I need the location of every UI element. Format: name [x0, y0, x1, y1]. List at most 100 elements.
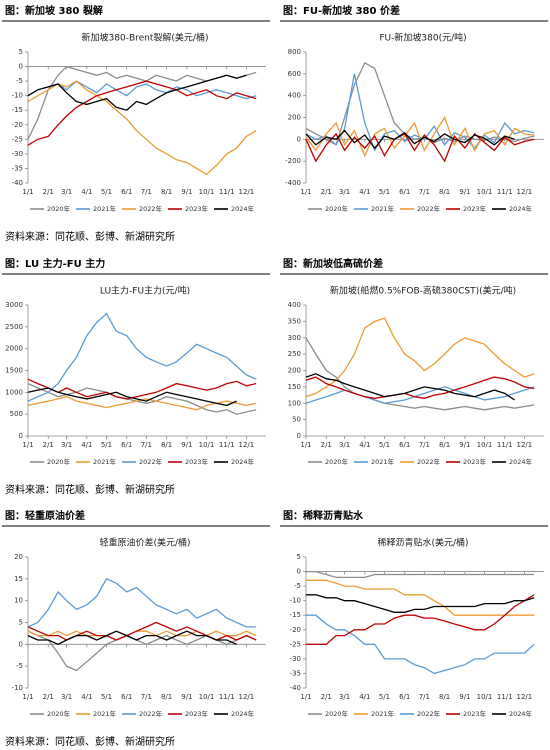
chart-subtitle: LU主力-FU主力(元/吨)	[100, 285, 190, 297]
y-tick-label: -25	[290, 640, 301, 648]
y-tick-label: -20	[12, 121, 23, 129]
y-tick-label: -10	[290, 597, 301, 605]
series-line	[27, 74, 247, 111]
chart-subtitle: 新加坡380-Brent裂解(美元/桶)	[82, 32, 209, 44]
legend-label: 2024年	[509, 709, 533, 718]
y-tick-label: -35	[290, 669, 301, 677]
y-tick-label: 20	[14, 553, 23, 561]
x-tick-label: 12/1	[239, 441, 255, 449]
series-line	[305, 376, 535, 399]
legend-label: 2020年	[47, 457, 71, 466]
legend-label: 2023年	[185, 204, 209, 213]
x-tick-label: 9/1	[181, 441, 192, 449]
series-line	[27, 630, 257, 672]
x-tick-label: 9/1	[459, 693, 470, 701]
legend-label: 2021年	[371, 457, 395, 466]
legend-label: 2021年	[93, 457, 117, 466]
legend-label: 2024年	[509, 204, 533, 213]
y-tick-label: 0	[19, 640, 23, 648]
panel-title: 图：新加坡 380 裂解	[5, 4, 103, 17]
legend-label: 2023年	[463, 457, 487, 466]
x-tick-label: 5/1	[101, 441, 112, 449]
series-line	[27, 383, 257, 415]
legend-label: 2024年	[231, 204, 255, 213]
y-tick-label: 250	[288, 350, 301, 358]
x-tick-label: 6/1	[399, 188, 410, 196]
x-tick-label: 3/1	[339, 441, 350, 449]
legend-label: 2022年	[417, 204, 441, 213]
series-line	[27, 80, 257, 100]
legend-label: 2022年	[139, 709, 163, 718]
series-line	[27, 312, 257, 402]
y-tick-label: 350	[288, 317, 301, 325]
x-tick-label: 4/1	[359, 693, 370, 701]
x-tick-label: 9/1	[181, 693, 192, 701]
series-line	[305, 116, 535, 158]
y-tick-label: -5	[294, 582, 301, 590]
legend-label: 2023年	[463, 204, 487, 213]
y-tick-label: 2500	[5, 323, 23, 331]
x-tick-label: 12/1	[517, 693, 533, 701]
y-tick-label: 0	[19, 63, 23, 71]
legend-label: 2020年	[47, 204, 71, 213]
series-line	[306, 594, 535, 613]
chart-subtitle: FU-新加坡380(元/吨)	[379, 32, 466, 44]
y-tick-label: -25	[12, 135, 23, 143]
y-tick-label: 1000	[5, 388, 23, 396]
y-tick-label: 5	[19, 619, 23, 627]
x-tick-label: 8/1	[161, 188, 172, 196]
x-tick-label: 2/1	[321, 188, 332, 196]
chart-subtitle: 轻重原油价差(美元/桶)	[99, 537, 190, 549]
x-tick-label: 10/1	[477, 693, 493, 701]
series-line	[27, 396, 257, 411]
y-tick-label: 0	[19, 432, 23, 440]
x-tick-label: 11/1	[497, 188, 513, 196]
chart-subtitle: 稀释沥青贴水(美元/桶)	[377, 537, 468, 549]
y-tick-label: -15	[12, 106, 23, 114]
y-tick-label: 15	[14, 575, 23, 583]
legend-label: 2021年	[93, 709, 117, 718]
x-tick-label: 6/1	[399, 693, 410, 701]
legend-label: 2022年	[417, 457, 441, 466]
x-tick-label: 11/1	[219, 441, 235, 449]
y-tick-label: 400	[288, 301, 301, 309]
y-tick-label: 0	[297, 135, 301, 143]
x-tick-label: 10/1	[477, 188, 493, 196]
source-note: 资料来源：同花顺、彭博、新湖研究所	[5, 735, 175, 748]
y-tick-label: 10	[14, 597, 23, 605]
x-tick-label: 12/1	[517, 188, 533, 196]
series-line	[305, 129, 515, 150]
y-tick-label: 0	[297, 568, 301, 576]
series-line	[306, 594, 535, 645]
legend-label: 2020年	[325, 204, 349, 213]
y-tick-label: -400	[285, 179, 301, 187]
series-line	[305, 337, 535, 411]
chart-subtitle: 新加坡(船燃0.5%FOB-高硫380CST)(美元/吨)	[330, 285, 516, 297]
x-tick-label: 9/1	[459, 441, 470, 449]
y-tick-label: 1500	[5, 367, 23, 375]
x-tick-label: 8/1	[439, 693, 450, 701]
y-tick-label: 300	[288, 334, 301, 342]
y-tick-label: 5	[297, 553, 301, 561]
x-tick-label: 5/1	[379, 441, 390, 449]
x-tick-label: 5/1	[379, 188, 390, 196]
series-line	[305, 132, 535, 163]
legend-label: 2020年	[47, 709, 71, 718]
x-tick-label: 6/1	[121, 188, 132, 196]
x-tick-label: 1/1	[22, 693, 33, 701]
x-tick-label: 7/1	[419, 188, 430, 196]
y-tick-label: -40	[290, 684, 301, 692]
legend-label: 2022年	[139, 457, 163, 466]
legend-label: 2023年	[185, 457, 209, 466]
x-tick-label: 3/1	[61, 441, 72, 449]
x-tick-label: 11/1	[219, 188, 235, 196]
y-tick-label: 2000	[5, 345, 23, 353]
x-tick-label: 7/1	[141, 693, 152, 701]
series-line	[27, 577, 257, 628]
x-tick-label: 7/1	[141, 441, 152, 449]
x-tick-label: 2/1	[43, 693, 54, 701]
series-line	[305, 373, 515, 401]
x-tick-label: 12/1	[239, 188, 255, 196]
x-tick-label: 12/1	[239, 693, 255, 701]
source-note: 资料来源：同花顺、彭博、新湖研究所	[5, 230, 175, 243]
